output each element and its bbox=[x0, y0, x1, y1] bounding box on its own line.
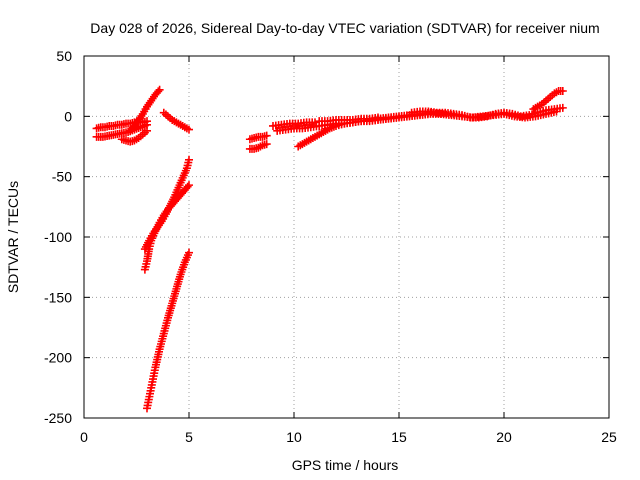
series-track-i bbox=[245, 140, 271, 153]
y-tick-label: -100 bbox=[44, 229, 72, 245]
data-point bbox=[185, 181, 193, 190]
data-points bbox=[92, 85, 567, 413]
data-point bbox=[185, 125, 193, 134]
y-tick-label: 0 bbox=[64, 108, 72, 124]
series-track-n bbox=[315, 113, 382, 126]
data-point bbox=[374, 113, 382, 122]
series-track-g bbox=[140, 155, 193, 254]
y-tick-label: 50 bbox=[56, 48, 72, 64]
series-track-d bbox=[126, 85, 164, 135]
series-track-e bbox=[159, 108, 193, 134]
data-point bbox=[558, 103, 567, 112]
x-tick-label: 10 bbox=[286, 429, 302, 445]
x-axis-label: GPS time / hours bbox=[292, 457, 399, 473]
data-point bbox=[154, 87, 163, 96]
y-tick-label: -250 bbox=[44, 410, 72, 426]
series-track-j bbox=[245, 131, 271, 144]
x-axis-ticks: 0 5 10 15 20 25 bbox=[80, 56, 617, 445]
data-point bbox=[185, 248, 193, 257]
x-tick-label: 15 bbox=[391, 429, 407, 445]
series-track-h bbox=[143, 248, 193, 413]
y-tick-label: -150 bbox=[44, 289, 72, 305]
x-tick-label: 20 bbox=[496, 429, 512, 445]
chart-title: Day 028 of 2026, Sidereal Day-to-day VTE… bbox=[90, 20, 599, 36]
data-point bbox=[262, 140, 271, 149]
series-track-p bbox=[529, 86, 567, 114]
x-tick-label: 5 bbox=[185, 429, 193, 445]
data-point bbox=[185, 155, 193, 164]
y-axis-ticks: -250 -200 -150 -100 -50 0 50 bbox=[44, 48, 609, 426]
data-point bbox=[143, 126, 151, 135]
y-tick-label: -50 bbox=[52, 169, 72, 185]
data-point bbox=[558, 86, 567, 95]
data-point bbox=[311, 118, 319, 127]
x-tick-label: 0 bbox=[80, 429, 88, 445]
y-tick-label: -200 bbox=[44, 350, 72, 366]
data-point bbox=[437, 109, 445, 118]
series-track-c bbox=[117, 126, 151, 146]
series-track-m bbox=[269, 118, 319, 130]
data-point bbox=[155, 85, 164, 94]
data-point bbox=[262, 131, 271, 140]
series-track-o bbox=[407, 103, 567, 122]
data-point bbox=[183, 182, 192, 191]
y-axis-label: SDTVAR / TECUs bbox=[5, 181, 21, 293]
x-tick-label: 25 bbox=[601, 429, 617, 445]
